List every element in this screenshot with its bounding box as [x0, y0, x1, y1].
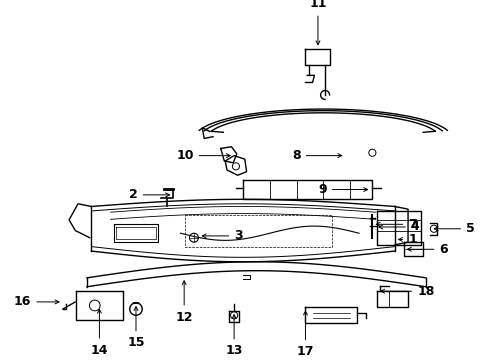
Text: 12: 12: [175, 281, 192, 324]
Text: 14: 14: [90, 309, 108, 357]
Text: 17: 17: [296, 311, 314, 358]
Text: 13: 13: [225, 315, 243, 357]
Text: 1: 1: [398, 233, 416, 246]
Text: 2: 2: [129, 188, 169, 201]
Text: 11: 11: [308, 0, 326, 45]
Text: 16: 16: [14, 296, 59, 309]
Text: 10: 10: [176, 149, 230, 162]
Text: 4: 4: [378, 220, 419, 234]
Text: 18: 18: [380, 285, 434, 298]
Text: 6: 6: [407, 243, 447, 256]
Text: 15: 15: [127, 307, 144, 350]
Text: 7: 7: [375, 218, 416, 231]
Text: 9: 9: [318, 183, 367, 196]
Text: 3: 3: [202, 229, 243, 242]
Text: 5: 5: [433, 222, 474, 235]
Text: 8: 8: [292, 149, 341, 162]
